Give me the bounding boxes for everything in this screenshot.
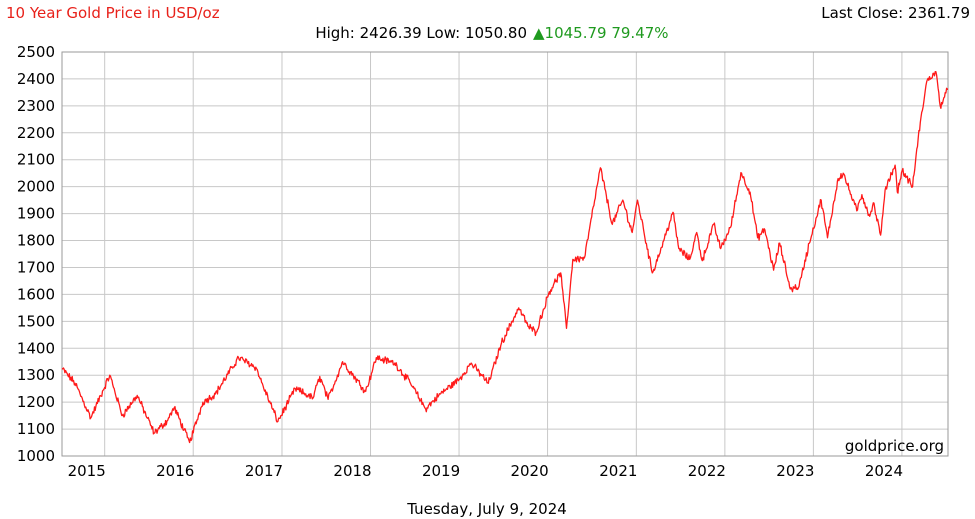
chart-grid	[62, 51, 948, 457]
y-tick-label: 1400	[17, 339, 55, 357]
x-tick-label: 2022	[688, 462, 726, 480]
x-tick-label: 2015	[68, 462, 106, 480]
y-tick-label: 1200	[17, 393, 55, 411]
x-tick-label: 2016	[156, 462, 194, 480]
high-low-label: High: 2426.39 Low: 1050.80	[315, 24, 527, 42]
y-tick-label: 2000	[17, 178, 55, 196]
date-footer: Tuesday, July 9, 2024	[406, 500, 567, 518]
x-tick-label: 2021	[599, 462, 637, 480]
y-axis-ticks: 1000 1100 1200 1300 1400 1500 1600 1700 1800 1900…	[17, 43, 55, 465]
x-tick-label: 2019	[422, 462, 460, 480]
x-tick-label: 2017	[245, 462, 283, 480]
watermark: goldprice.org	[845, 437, 944, 455]
y-tick-label: 1900	[17, 205, 55, 223]
y-tick-label: 1800	[17, 232, 55, 250]
x-tick-label: 2018	[333, 462, 371, 480]
x-tick-label: 2023	[776, 462, 814, 480]
y-tick-label: 2200	[17, 124, 55, 142]
x-tick-label: 2020	[510, 462, 548, 480]
y-tick-label: 2500	[17, 43, 55, 61]
y-tick-label: 1100	[17, 420, 55, 438]
x-axis-ticks: 2015 2016 2017 2018 2019 2020 2021 2022 2023 2024	[68, 462, 903, 480]
y-tick-label: 1600	[17, 285, 55, 303]
price-series-line	[61, 71, 949, 444]
last-close-label: Last Close: 2361.79	[821, 4, 970, 22]
y-tick-label: 1700	[17, 258, 55, 276]
y-tick-label: 2300	[17, 97, 55, 115]
change-label: ▲1045.79 79.47%	[533, 24, 669, 42]
y-tick-label: 2100	[17, 151, 55, 169]
y-tick-label: 1500	[17, 312, 55, 330]
y-tick-label: 2400	[17, 70, 55, 88]
y-tick-label: 1300	[17, 366, 55, 384]
x-tick-label: 2024	[865, 462, 903, 480]
plot-frame	[61, 51, 949, 457]
y-tick-label: 1000	[17, 447, 55, 465]
chart-title: 10 Year Gold Price in USD/oz	[6, 4, 220, 22]
